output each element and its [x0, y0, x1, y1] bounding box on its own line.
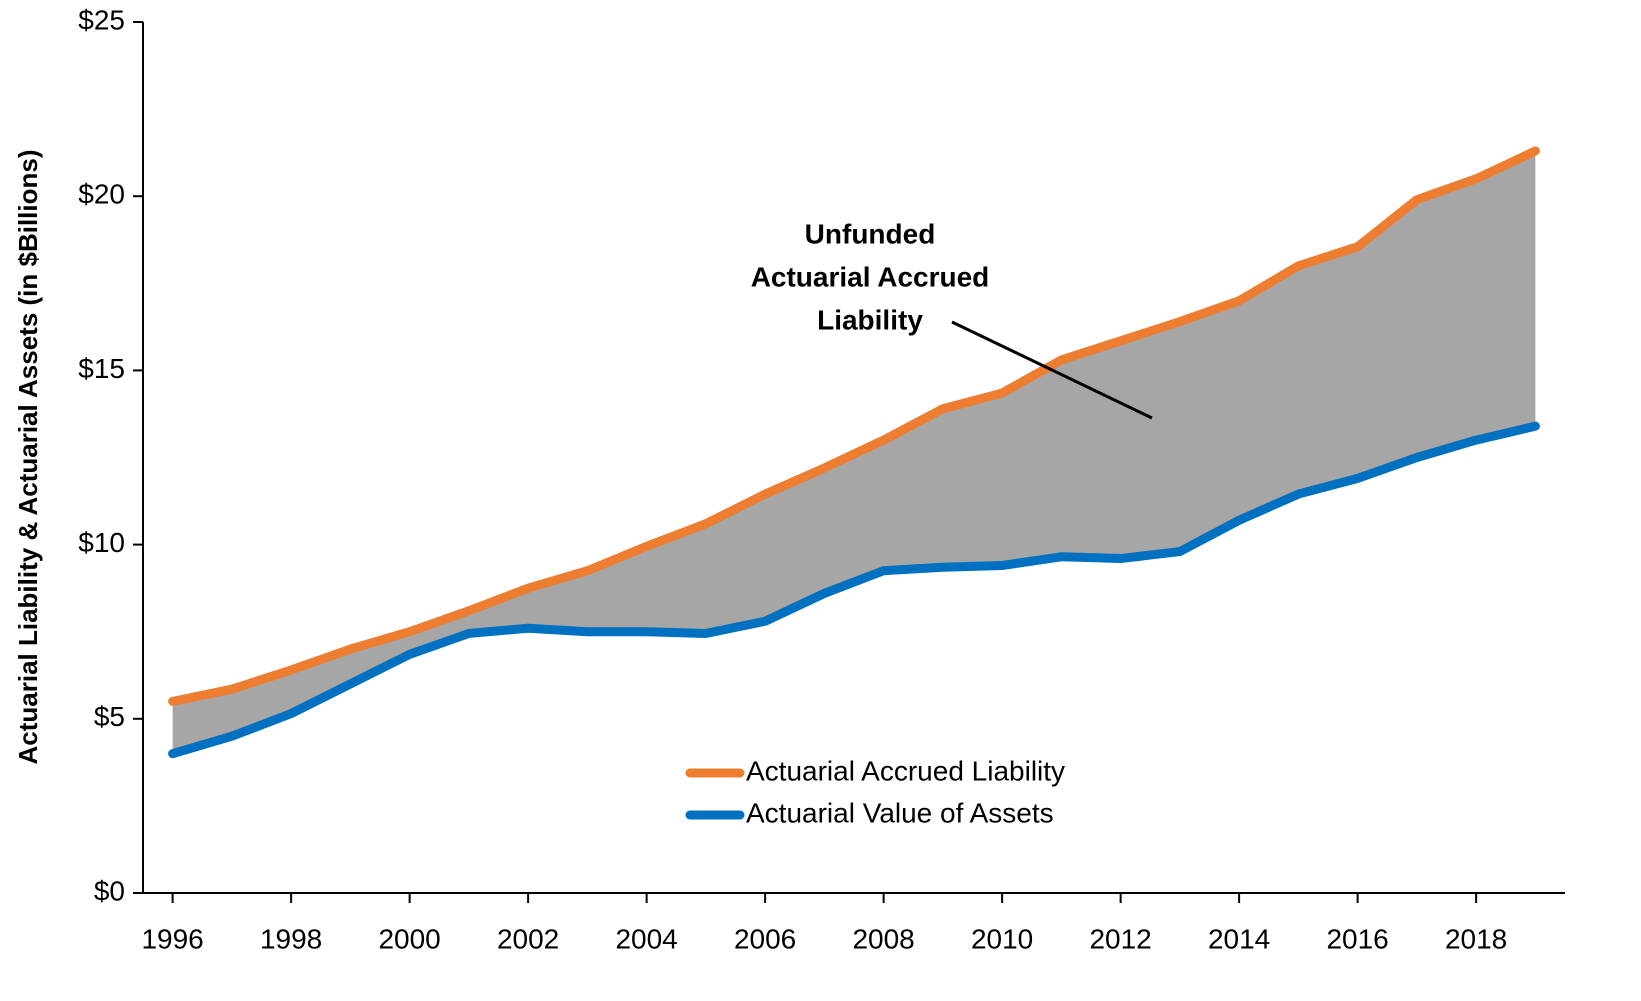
y-tick-label: $5 [94, 701, 125, 732]
annotation-text: Liability [817, 304, 923, 335]
y-tick-label: $20 [78, 179, 125, 210]
y-tick-label: $25 [78, 4, 125, 35]
x-tick-label: 2014 [1208, 923, 1270, 954]
x-tick-label: 2008 [852, 923, 914, 954]
y-axis-title: Actuarial Liability & Actuarial Assets (… [13, 150, 43, 765]
x-tick-label: 2012 [1089, 923, 1151, 954]
x-tick-label: 2018 [1445, 923, 1507, 954]
x-tick-label: 1996 [141, 923, 203, 954]
x-tick-label: 2006 [734, 923, 796, 954]
series-line [168, 421, 1540, 759]
annotation-text: Actuarial Accrued [751, 261, 990, 292]
annotation-pointer [951, 320, 1153, 420]
y-tick-label: $10 [78, 527, 125, 558]
x-tick-label: 1998 [260, 923, 322, 954]
x-tick-label: 2016 [1326, 923, 1388, 954]
y-tick-label: $0 [94, 875, 125, 906]
x-tick-label: 2002 [497, 923, 559, 954]
legend-label: Actuarial Value of Assets [746, 797, 1054, 828]
x-tick-label: 2000 [378, 923, 440, 954]
y-tick-label: $15 [78, 353, 125, 384]
legend-label: Actuarial Accrued Liability [746, 755, 1065, 786]
unfunded-area [172, 150, 1536, 754]
series-line [168, 146, 1540, 706]
x-tick-label: 2004 [615, 923, 677, 954]
x-tick-label: 2010 [971, 923, 1033, 954]
annotation-text: Unfunded [805, 218, 936, 249]
